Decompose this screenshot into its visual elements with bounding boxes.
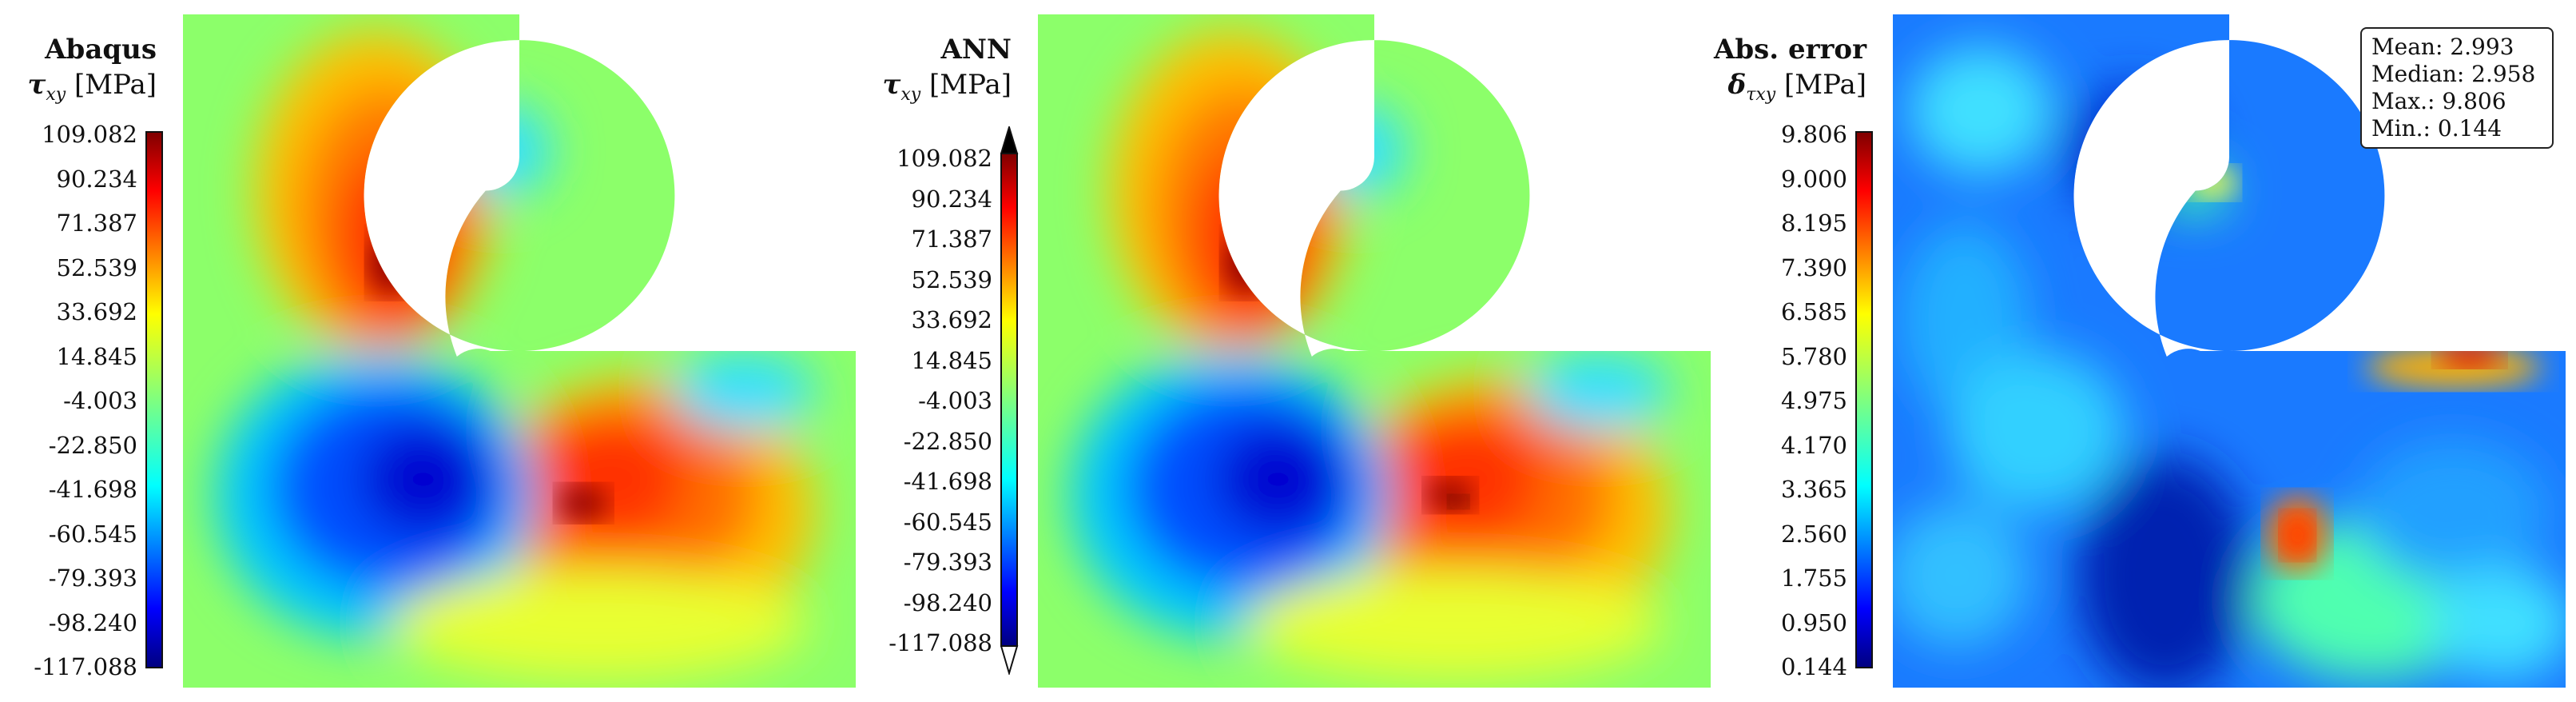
panel-quantity-label: δτxy [MPa]	[1727, 69, 1866, 105]
panel-quantity-label: τxy [MPa]	[27, 69, 157, 105]
colorbar-tick-label: 0.144	[1780, 653, 1847, 680]
stat-median: Median: 2.958	[2371, 61, 2536, 87]
stress-field-plot	[183, 14, 856, 688]
colorbar-tick-label: 9.806	[1780, 121, 1847, 148]
colorbar-tick-label: -98.240	[48, 608, 137, 636]
colorbar-ticks: 109.082 90.234 71.387 52.539 33.692 14.845 -4.…	[855, 146, 992, 655]
colorbar-tick-label: 4.170	[1780, 431, 1847, 459]
colorbar-tick-label: -79.393	[903, 548, 992, 576]
colorbar-tick-label: -79.393	[48, 564, 137, 592]
stat-min: Min.: 0.144	[2371, 115, 2502, 142]
colorbar-tick-label: 71.387	[56, 209, 137, 237]
colorbar-tick-label: -60.545	[48, 520, 137, 548]
panel-title: ANN	[940, 34, 1012, 66]
colorbar	[1855, 131, 1873, 668]
colorbar-tick-label: 14.845	[911, 346, 992, 374]
colorbar-tick-label: 7.390	[1780, 253, 1847, 281]
colorbar	[145, 131, 163, 668]
colorbar-tick-label: 2.560	[1780, 520, 1847, 548]
panel-error: Abs. error δτxy [MPa] 9.806 9.000 8.195 7.3…	[1710, 0, 2576, 702]
colorbar-tick-label: 90.234	[911, 185, 992, 213]
colorbar-tick-label: 52.539	[56, 253, 137, 281]
colorbar-tick-label: 90.234	[56, 165, 137, 193]
colorbar-tick-label: -22.850	[903, 427, 992, 455]
panel-quantity-label: τxy [MPa]	[882, 69, 1012, 105]
colorbar-tick-label: -60.545	[903, 508, 992, 536]
stat-max: Max.: 9.806	[2371, 88, 2506, 114]
colorbar-tick-label: -41.698	[903, 468, 992, 495]
stress-field-plot	[1038, 14, 1711, 688]
colorbar-tick-label: 14.845	[56, 342, 137, 370]
colorbar-ticks: 9.806 9.000 8.195 7.390 6.585 5.780 4.975 4.170…	[1710, 122, 1847, 679]
colorbar-tick-label: 8.195	[1780, 209, 1847, 237]
colorbar-tick-label: 33.692	[56, 298, 137, 325]
colorbar-ticks: 109.082 90.234 71.387 52.539 33.692 14.845 -4.…	[0, 122, 137, 679]
colorbar-tick-label: 33.692	[911, 306, 992, 333]
panel-title: Abaqus	[45, 34, 157, 66]
colorbar-tick-label: -117.088	[34, 653, 137, 680]
panel-ann: ANN τxy [MPa] 109.082 90.234 71.387 52.539 3…	[855, 0, 1718, 702]
colorbar-tick-label: -22.850	[48, 431, 137, 459]
colorbar-tick-label: -4.003	[63, 387, 137, 414]
colorbar-tick-label: 9.000	[1780, 165, 1847, 193]
colorbar-tick-label: 1.755	[1780, 564, 1847, 592]
colorbar-tick-label: 52.539	[911, 265, 992, 293]
colorbar-tick-label: -98.240	[903, 588, 992, 616]
colorbar-tick-label: 6.585	[1780, 298, 1847, 325]
error-field-plot	[1893, 14, 2566, 688]
stat-mean: Mean: 2.993	[2371, 34, 2514, 60]
panel-title: Abs. error	[1713, 34, 1866, 66]
colorbar-tick-label: -41.698	[48, 476, 137, 503]
colorbar-tick-label: 3.365	[1780, 476, 1847, 503]
colorbar-tick-label: -4.003	[918, 387, 992, 414]
error-statistics-box: Mean: 2.993 Median: 2.958 Max.: 9.806 Mi…	[2360, 27, 2554, 149]
colorbar-tick-label: 5.780	[1780, 342, 1847, 370]
colorbar-tick-label: 109.082	[42, 121, 137, 148]
colorbar-tick-label: 71.387	[911, 225, 992, 253]
colorbar-tick-label: 0.950	[1780, 608, 1847, 636]
panel-abaqus: Abaqus τxy [MPa] 109.082 90.234 71.387 52.5…	[0, 0, 863, 702]
colorbar-tick-label: -117.088	[888, 629, 992, 656]
colorbar-tick-label: 4.975	[1780, 387, 1847, 414]
colorbar	[1000, 126, 1019, 675]
colorbar-tick-label: 109.082	[896, 145, 992, 172]
